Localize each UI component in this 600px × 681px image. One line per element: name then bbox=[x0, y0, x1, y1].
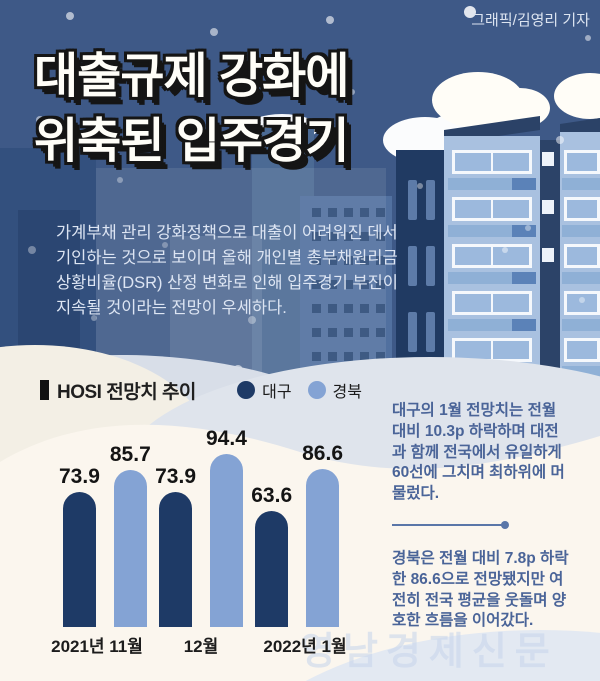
bar-wrap: 85.7 bbox=[110, 443, 151, 627]
bar-경북 bbox=[209, 454, 243, 627]
publisher-watermark: 영남경제신문 bbox=[300, 631, 558, 673]
bar-대구 bbox=[255, 511, 289, 627]
bar-경북 bbox=[306, 469, 340, 627]
note-daegu: 대구의 1월 전망치는 전월 대비 10.3p 하락하며 대전 과 함께 전국에… bbox=[392, 402, 565, 503]
legend-dot-icon bbox=[307, 381, 326, 399]
bar-wrap: 94.4 bbox=[206, 427, 247, 627]
headline-line2: 위축된 입주경기 bbox=[34, 115, 349, 168]
roof-snow-icon bbox=[554, 73, 600, 119]
bar-대구 bbox=[62, 492, 96, 627]
bar-wrap: 73.9 bbox=[59, 465, 100, 627]
snow-ground bbox=[0, 424, 600, 681]
section-marker-icon bbox=[40, 380, 49, 400]
snow-hill-icon bbox=[305, 630, 600, 681]
x-axis: 2021년 11월 12월 2022년 1월 bbox=[40, 632, 362, 657]
chart-title: HOSI 전망치 추이 bbox=[57, 381, 196, 403]
legend-dot-icon bbox=[237, 381, 256, 399]
bar-value-label: 86.6 bbox=[302, 442, 343, 465]
bar-value-label: 73.9 bbox=[155, 465, 196, 488]
x-axis-label: 2021년 11월 bbox=[51, 637, 143, 656]
legend-label: 대구 bbox=[262, 384, 292, 401]
graphic-credit: 그래픽/김영리 기자 bbox=[471, 12, 590, 29]
hosi-bar-chart: HOSI 전망치 추이 대구 경북 73.9 85.7 73.9 94.4 63.6 86.… bbox=[40, 378, 362, 657]
bar-group: 73.9 94.4 bbox=[155, 427, 247, 627]
bar-경북 bbox=[113, 470, 147, 627]
legend-item: 경북 bbox=[307, 378, 362, 402]
intro-paragraph: 가계부채 관리 강화정책으로 대출이 어려워진 데서 기인하는 것으로 보이며 … bbox=[56, 224, 398, 317]
legend-label: 경북 bbox=[332, 384, 362, 401]
bar-value-label: 73.9 bbox=[59, 465, 100, 488]
x-axis-label: 2022년 1월 bbox=[263, 637, 347, 656]
divider bbox=[392, 521, 509, 529]
bar-wrap: 86.6 bbox=[302, 442, 343, 627]
chart-header: HOSI 전망치 추이 대구 경북 bbox=[40, 378, 362, 403]
bar-group: 73.9 85.7 bbox=[59, 443, 151, 627]
chart-plot-area: 73.9 85.7 73.9 94.4 63.6 86.6 bbox=[40, 412, 362, 627]
building-window-dots bbox=[312, 208, 385, 361]
bar-value-label: 94.4 bbox=[206, 427, 247, 450]
bar-group: 63.6 86.6 bbox=[251, 442, 343, 627]
bar-대구 bbox=[159, 492, 193, 627]
headline: 대출규제 강화에 위축된 입주경기 bbox=[34, 44, 349, 174]
chart-legend: 대구 경북 bbox=[237, 378, 362, 402]
bar-value-label: 63.6 bbox=[251, 484, 293, 507]
bar-wrap: 63.6 bbox=[251, 484, 292, 627]
legend-item: 대구 bbox=[237, 378, 292, 402]
divider-dot-icon bbox=[501, 521, 509, 529]
gap-windows bbox=[542, 152, 554, 262]
bar-wrap: 73.9 bbox=[155, 465, 196, 627]
note-gyeongbuk: 경북은 전월 대비 7.8p 하락 한 86.6으로 전망됐지만 여 전히 전국… bbox=[392, 550, 569, 630]
headline-line1: 대출규제 강화에 bbox=[34, 50, 349, 103]
x-axis-label: 12월 bbox=[183, 637, 219, 656]
bar-value-label: 85.7 bbox=[109, 443, 151, 466]
